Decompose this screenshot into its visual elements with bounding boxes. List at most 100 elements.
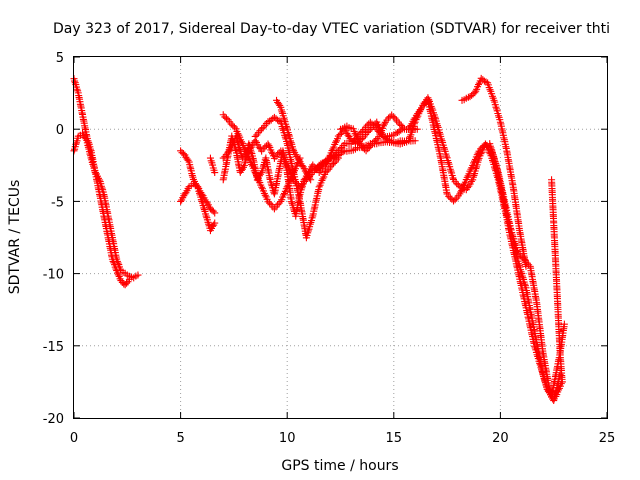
data-point bbox=[489, 151, 497, 159]
data-point bbox=[306, 174, 314, 182]
data-point bbox=[359, 144, 367, 152]
data-point bbox=[251, 132, 259, 140]
data-point bbox=[449, 174, 457, 182]
data-point bbox=[388, 111, 396, 119]
series-arc-6 bbox=[251, 113, 342, 242]
data-point bbox=[259, 162, 267, 170]
data-point bbox=[319, 175, 327, 183]
data-point bbox=[258, 183, 266, 191]
data-point bbox=[463, 173, 471, 181]
data-point bbox=[209, 161, 217, 169]
data-point bbox=[434, 122, 442, 130]
data-point bbox=[310, 166, 318, 174]
data-point bbox=[266, 199, 274, 207]
data-point bbox=[384, 114, 392, 122]
data-point bbox=[411, 137, 419, 145]
data-point bbox=[267, 180, 275, 188]
data-point bbox=[287, 175, 295, 183]
data-point bbox=[541, 377, 549, 385]
data-point bbox=[492, 103, 500, 111]
data-point bbox=[241, 146, 249, 154]
data-point bbox=[334, 147, 342, 155]
data-point bbox=[91, 169, 99, 177]
data-point bbox=[328, 154, 336, 162]
data-point bbox=[287, 198, 295, 206]
data-point bbox=[264, 140, 272, 148]
data-point bbox=[287, 137, 295, 145]
data-point bbox=[334, 154, 342, 162]
data-point bbox=[277, 197, 285, 205]
data-point bbox=[467, 165, 475, 173]
data-point bbox=[219, 154, 227, 162]
data-point bbox=[521, 280, 529, 288]
data-point bbox=[372, 136, 380, 144]
data-point bbox=[472, 165, 480, 173]
data-point bbox=[123, 279, 131, 287]
data-point bbox=[539, 371, 547, 379]
y-axis-label: SDTVAR / TECUs bbox=[7, 180, 23, 295]
data-point bbox=[116, 275, 124, 283]
data-point bbox=[467, 177, 475, 185]
series-arc-2b bbox=[177, 180, 219, 217]
data-point bbox=[303, 170, 311, 178]
data-point bbox=[457, 188, 465, 196]
series-arc-7 bbox=[273, 96, 315, 184]
data-point bbox=[351, 130, 359, 138]
data-point bbox=[336, 145, 344, 153]
data-point bbox=[82, 135, 90, 143]
data-point bbox=[280, 114, 288, 122]
x-tick-label: 20 bbox=[492, 431, 509, 446]
data-point bbox=[471, 157, 479, 165]
chart-title: Day 323 of 2017, Sidereal Day-to-day VTE… bbox=[53, 21, 610, 37]
data-point bbox=[370, 137, 378, 145]
series-arc-10 bbox=[337, 111, 421, 155]
data-point bbox=[389, 113, 397, 121]
data-point bbox=[134, 271, 142, 279]
data-point bbox=[522, 262, 530, 270]
data-point bbox=[256, 127, 264, 135]
data-point bbox=[558, 378, 566, 386]
data-point bbox=[259, 145, 267, 153]
data-point bbox=[444, 159, 452, 167]
data-point bbox=[258, 125, 266, 133]
data-point bbox=[445, 192, 453, 200]
data-point bbox=[392, 129, 400, 137]
data-point bbox=[396, 120, 404, 128]
data-point bbox=[381, 134, 389, 142]
data-point bbox=[229, 122, 237, 130]
y-tick-label: -20 bbox=[43, 412, 64, 427]
data-point bbox=[363, 128, 371, 136]
data-point bbox=[363, 121, 371, 129]
data-point bbox=[98, 184, 106, 192]
data-point bbox=[330, 159, 338, 167]
x-tick-label: 0 bbox=[70, 431, 78, 446]
data-point bbox=[460, 180, 468, 188]
data-point bbox=[334, 132, 342, 140]
data-point bbox=[282, 122, 290, 130]
data-point bbox=[274, 150, 282, 158]
series-arc-8 bbox=[315, 94, 526, 278]
data-point bbox=[364, 145, 372, 153]
series-arc-9 bbox=[315, 97, 566, 401]
data-point bbox=[268, 148, 276, 156]
data-point bbox=[322, 168, 330, 176]
data-point bbox=[114, 259, 122, 267]
data-point bbox=[264, 198, 272, 206]
data-point bbox=[226, 147, 234, 155]
data-point bbox=[179, 150, 187, 158]
data-point bbox=[384, 135, 392, 143]
data-point bbox=[451, 196, 459, 204]
data-point bbox=[278, 149, 286, 157]
data-point bbox=[234, 130, 242, 138]
series-arc-5 bbox=[219, 111, 304, 213]
data-point bbox=[264, 118, 272, 126]
series-arc-14 bbox=[548, 176, 566, 386]
data-point bbox=[194, 183, 202, 191]
data-point bbox=[435, 128, 443, 136]
data-point bbox=[278, 108, 286, 116]
y-tick-label: 0 bbox=[56, 123, 64, 138]
data-point bbox=[211, 209, 219, 217]
data-point bbox=[177, 197, 185, 205]
data-point bbox=[289, 145, 297, 153]
